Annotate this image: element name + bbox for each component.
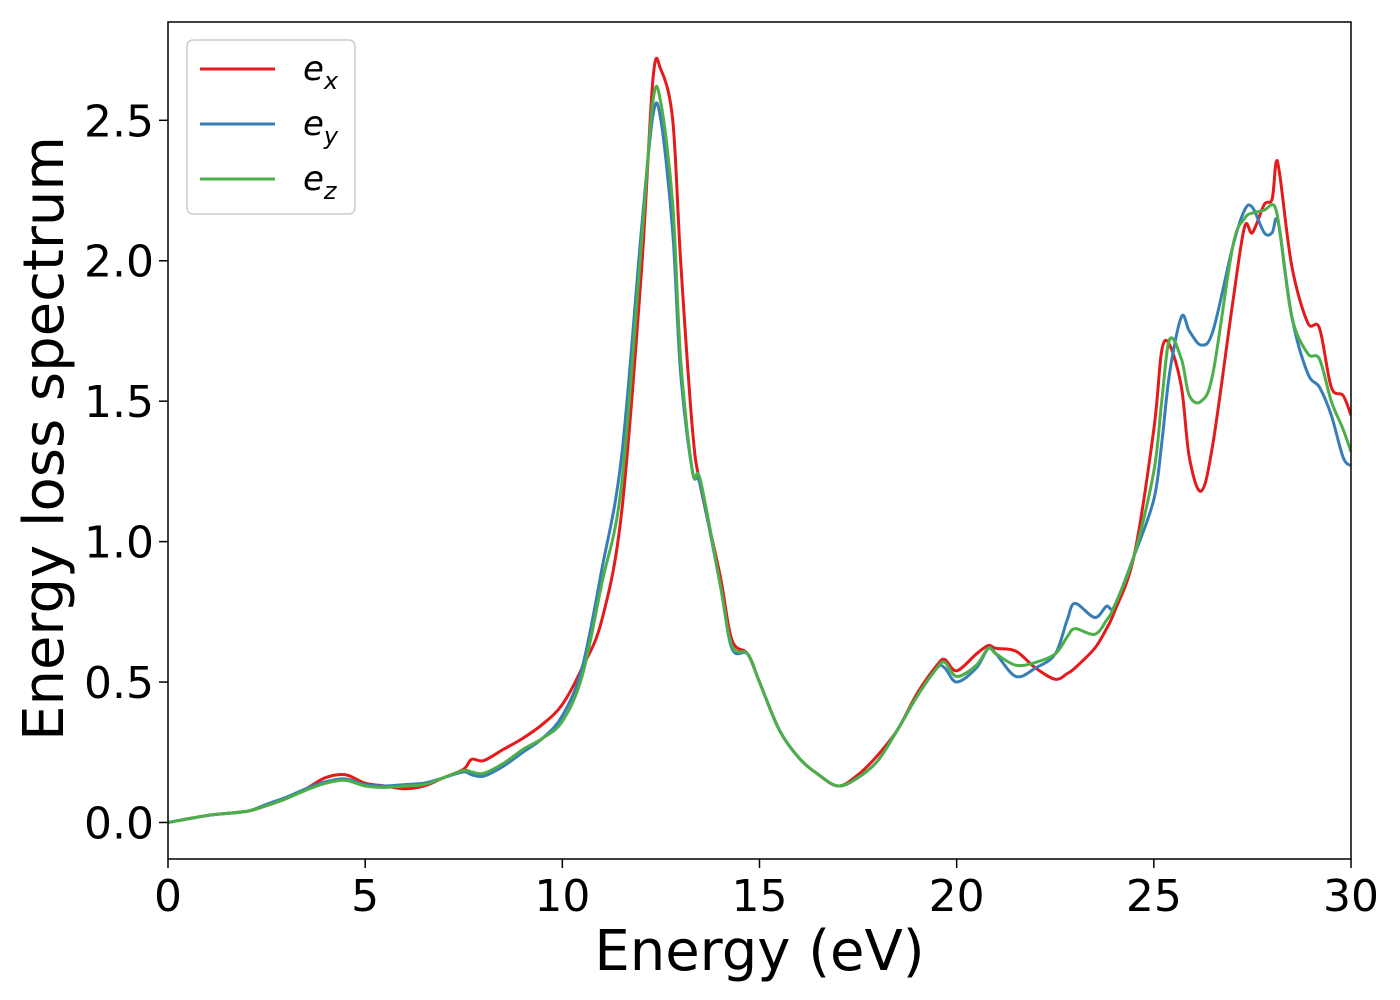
x-tick-label: 25: [1126, 871, 1182, 922]
x-tick-label: 10: [534, 871, 590, 922]
legend-box: [186, 39, 356, 215]
x-tick-label: 5: [351, 871, 379, 922]
legend-label-y: ey: [303, 104, 339, 150]
x-tick-label: 20: [929, 871, 985, 922]
y-tick-label: 0.0: [84, 798, 154, 849]
axes: 0 5 10 15 20 25 30 0.0 0.5 1.0 1.5 2.0 2.5: [84, 21, 1379, 922]
y-axis-label: Energy loss spectrum: [12, 136, 77, 741]
y-tick-label: 1.0: [84, 518, 154, 569]
x-axis-label: Energy (eV): [594, 919, 924, 984]
x-tick-label: 30: [1323, 871, 1379, 922]
legend-label-z: ez: [303, 159, 338, 205]
y-tick-label: 1.5: [84, 377, 154, 428]
series-line-z: [168, 84, 1351, 824]
y-tick-label: 2.0: [84, 237, 154, 288]
y-tick-label: 0.5: [84, 658, 154, 709]
x-tick-label: 0: [154, 871, 182, 922]
legend: ex ey ez: [186, 39, 356, 215]
plot-area: [168, 57, 1351, 824]
legend-label-x: ex: [303, 49, 339, 95]
x-tick-label: 15: [732, 871, 788, 922]
y-tick-label: 2.5: [84, 96, 154, 147]
